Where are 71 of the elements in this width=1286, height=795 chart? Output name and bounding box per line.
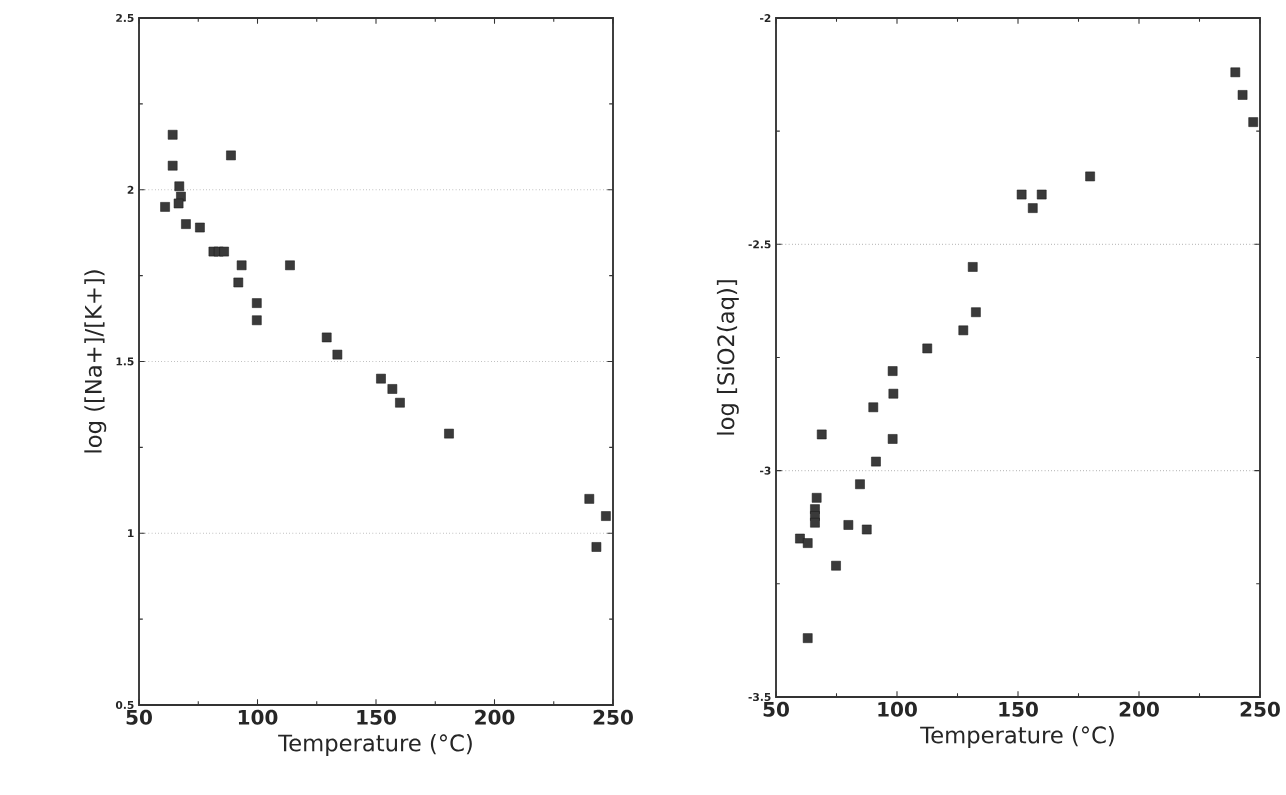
point [173, 198, 184, 209]
point [802, 538, 813, 548]
point [195, 222, 205, 233]
point [888, 388, 899, 399]
x-tick-label: 50 [126, 709, 152, 725]
point [1085, 171, 1095, 182]
x-tick-label: 100 [878, 701, 917, 717]
point [444, 428, 454, 439]
x-tick-label: 150 [999, 701, 1038, 717]
y-axis-title: log [SiO2(aq)] [716, 280, 739, 435]
y-tick-label: 2.5 [116, 13, 134, 23]
point [251, 315, 262, 326]
point [167, 129, 178, 140]
y-tick-label: 0.5 [115, 700, 134, 710]
point [868, 402, 879, 413]
point [861, 524, 872, 535]
point [816, 429, 827, 440]
point [958, 325, 969, 336]
point [810, 517, 820, 528]
x-axis-title: Temperature (°C) [278, 733, 472, 756]
point [831, 560, 841, 571]
point [332, 349, 343, 360]
y-axis-title: log ([Na+]/[K+]) [84, 270, 107, 453]
y-tick-label: 2 [127, 185, 134, 194]
x-tick-label: 150 [357, 709, 396, 725]
point [181, 219, 191, 229]
point [1248, 117, 1259, 127]
point [376, 373, 386, 384]
point [887, 434, 898, 444]
point [811, 493, 822, 503]
y-tick-label: -2.5 [748, 240, 771, 249]
point [1230, 67, 1241, 78]
point [1237, 90, 1248, 100]
point [802, 633, 813, 643]
point [922, 343, 933, 354]
y-tick-label: 1 [128, 529, 134, 538]
point [251, 298, 262, 308]
x-axis-title: Temperature (°C) [920, 725, 1114, 748]
y-tick-label: 1.5 [116, 357, 134, 366]
point [887, 366, 898, 376]
x-tick-label: 250 [1240, 701, 1280, 717]
point [584, 494, 595, 504]
point [971, 307, 981, 318]
point [167, 160, 178, 171]
point [1027, 203, 1038, 213]
point [387, 384, 398, 394]
point [395, 397, 405, 408]
point [855, 479, 865, 490]
point [285, 260, 295, 271]
point [843, 520, 854, 530]
point [160, 202, 170, 212]
point [321, 332, 332, 343]
x-tick-label: 100 [238, 709, 278, 725]
y-tick-label: -3.5 [748, 692, 771, 702]
x-tick-label: 200 [475, 709, 515, 725]
point [236, 260, 247, 271]
x-tick-label: 50 [763, 701, 789, 717]
point [1036, 189, 1047, 200]
point [601, 511, 611, 521]
point [871, 456, 881, 467]
point [219, 246, 229, 257]
point [233, 277, 244, 288]
y-tick-label: -3 [760, 466, 771, 475]
point [967, 262, 978, 272]
point [174, 181, 185, 192]
point [226, 150, 236, 161]
x-tick-label: 200 [1119, 701, 1159, 717]
y-tick-label: -2 [760, 14, 771, 22]
point [591, 542, 602, 552]
x-tick-label: 250 [593, 709, 633, 725]
point [1016, 189, 1027, 200]
